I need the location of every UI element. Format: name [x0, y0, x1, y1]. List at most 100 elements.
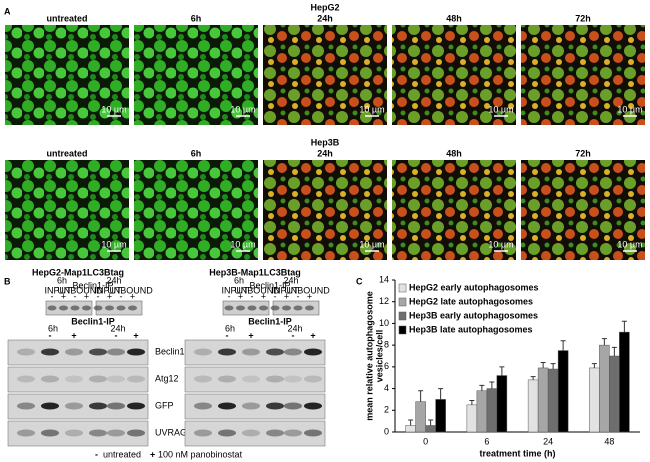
inset-sign: - [74, 291, 77, 301]
inset-group: UNBOUND [57, 285, 103, 295]
blot-band [194, 429, 212, 437]
blot-band [65, 348, 83, 356]
blot-band [41, 402, 59, 410]
error-bar [469, 400, 475, 405]
blot-band [17, 375, 35, 383]
panel-label: A [4, 6, 11, 16]
error-bar [428, 419, 434, 426]
scale-bar-label: 10 µm [617, 104, 642, 114]
blot-band [266, 348, 284, 356]
inset-time: 24h [106, 275, 121, 285]
timepoint-label: 48h [446, 13, 462, 23]
blot-band [89, 375, 107, 383]
blot-band [41, 375, 59, 383]
inset-sign: - [297, 291, 300, 301]
inset-sign: - [51, 291, 54, 301]
blot-band [194, 348, 212, 356]
error-bar [408, 419, 414, 426]
inset-sign: - [120, 291, 123, 301]
blot-strip [7, 366, 149, 393]
row-label: GFP [155, 400, 174, 410]
blot-band [89, 429, 107, 437]
blot-band [284, 429, 302, 437]
micrograph [263, 25, 387, 125]
row-label: Atg12 [155, 373, 179, 383]
legend-label: Hep3B early autophagosomes [409, 310, 538, 320]
blot-strip [7, 339, 149, 366]
blot-title: HepG2-Map1LC3Btag [32, 267, 124, 277]
timepoint-label: 24h [317, 148, 333, 158]
timepoint-label: 48h [446, 148, 462, 158]
error-bar [418, 390, 424, 402]
blot-band [41, 348, 59, 356]
inset-sign: + [307, 291, 312, 301]
blot-band [127, 375, 145, 383]
inset-band [293, 305, 303, 311]
bar [486, 388, 498, 433]
row-title: Hep3B [311, 137, 340, 147]
inset-band [93, 305, 103, 311]
error-bar [601, 338, 607, 346]
y-tick-label: 12 [379, 296, 389, 306]
inset-sign: + [61, 291, 66, 301]
blot-sign: + [310, 330, 315, 340]
error-bar [621, 320, 627, 333]
error-bar [489, 381, 495, 389]
blot-band [284, 402, 302, 410]
inset-sign: - [274, 291, 277, 301]
inset-band [236, 305, 245, 311]
inset-sign: + [238, 291, 243, 301]
inset-band [305, 305, 314, 311]
inset-time: 24h [283, 275, 298, 285]
legend-swatch [398, 311, 407, 321]
inset-band [47, 305, 57, 311]
legend-sign: - [95, 449, 98, 459]
inset-group: INPUT [272, 285, 300, 295]
bar [466, 404, 478, 433]
inset-band [128, 305, 137, 311]
blot-band [107, 348, 125, 356]
inset-blot [45, 300, 93, 316]
blot-ip: Beclin1-IP [71, 316, 115, 326]
error-bar [550, 363, 556, 370]
inset-band [59, 305, 68, 311]
timepoint-label: 72h [575, 148, 591, 158]
y-tick-label: 10 [379, 318, 389, 328]
inset-blot [222, 300, 270, 316]
scale-bar-label: 10 µm [230, 104, 255, 114]
y-tick-label: 2 [384, 405, 389, 415]
blot-band [242, 375, 260, 383]
blot-time: 6h [225, 323, 235, 333]
legend-swatch [398, 297, 407, 307]
blot-sign: - [49, 330, 52, 340]
inset-group: UNBOUND [234, 285, 280, 295]
blot-band [266, 402, 284, 410]
blot-strip [184, 339, 326, 366]
legend-label: HepG2 early autophagosomes [409, 282, 539, 292]
blot-sign: - [226, 330, 229, 340]
blot-band [89, 402, 107, 410]
blot-band [127, 402, 145, 410]
blot-sign: + [133, 330, 138, 340]
inset-band [282, 305, 291, 311]
error-bar [438, 388, 444, 400]
blot-time: 24h [287, 323, 302, 333]
error-bar [560, 340, 566, 351]
blot-band [107, 402, 125, 410]
blot-band [242, 348, 260, 356]
bar [547, 368, 559, 433]
blot-band [41, 429, 59, 437]
bar [609, 355, 620, 433]
blot-band [89, 348, 107, 356]
micrograph [5, 160, 129, 260]
blot-title: Hep3B-Map1LC3Btag [209, 267, 301, 277]
bar [496, 375, 508, 433]
blot-ip: Beclin1-IP [248, 316, 292, 326]
y-tick-label: 4 [384, 383, 389, 393]
legend-label: HepG2 late autophagosomes [409, 296, 533, 306]
x-tick-label: 48 [604, 436, 614, 446]
inset-group: INPUT [95, 285, 123, 295]
blot-strip [184, 420, 326, 447]
bar [476, 390, 488, 433]
inset-sign: + [107, 291, 112, 301]
